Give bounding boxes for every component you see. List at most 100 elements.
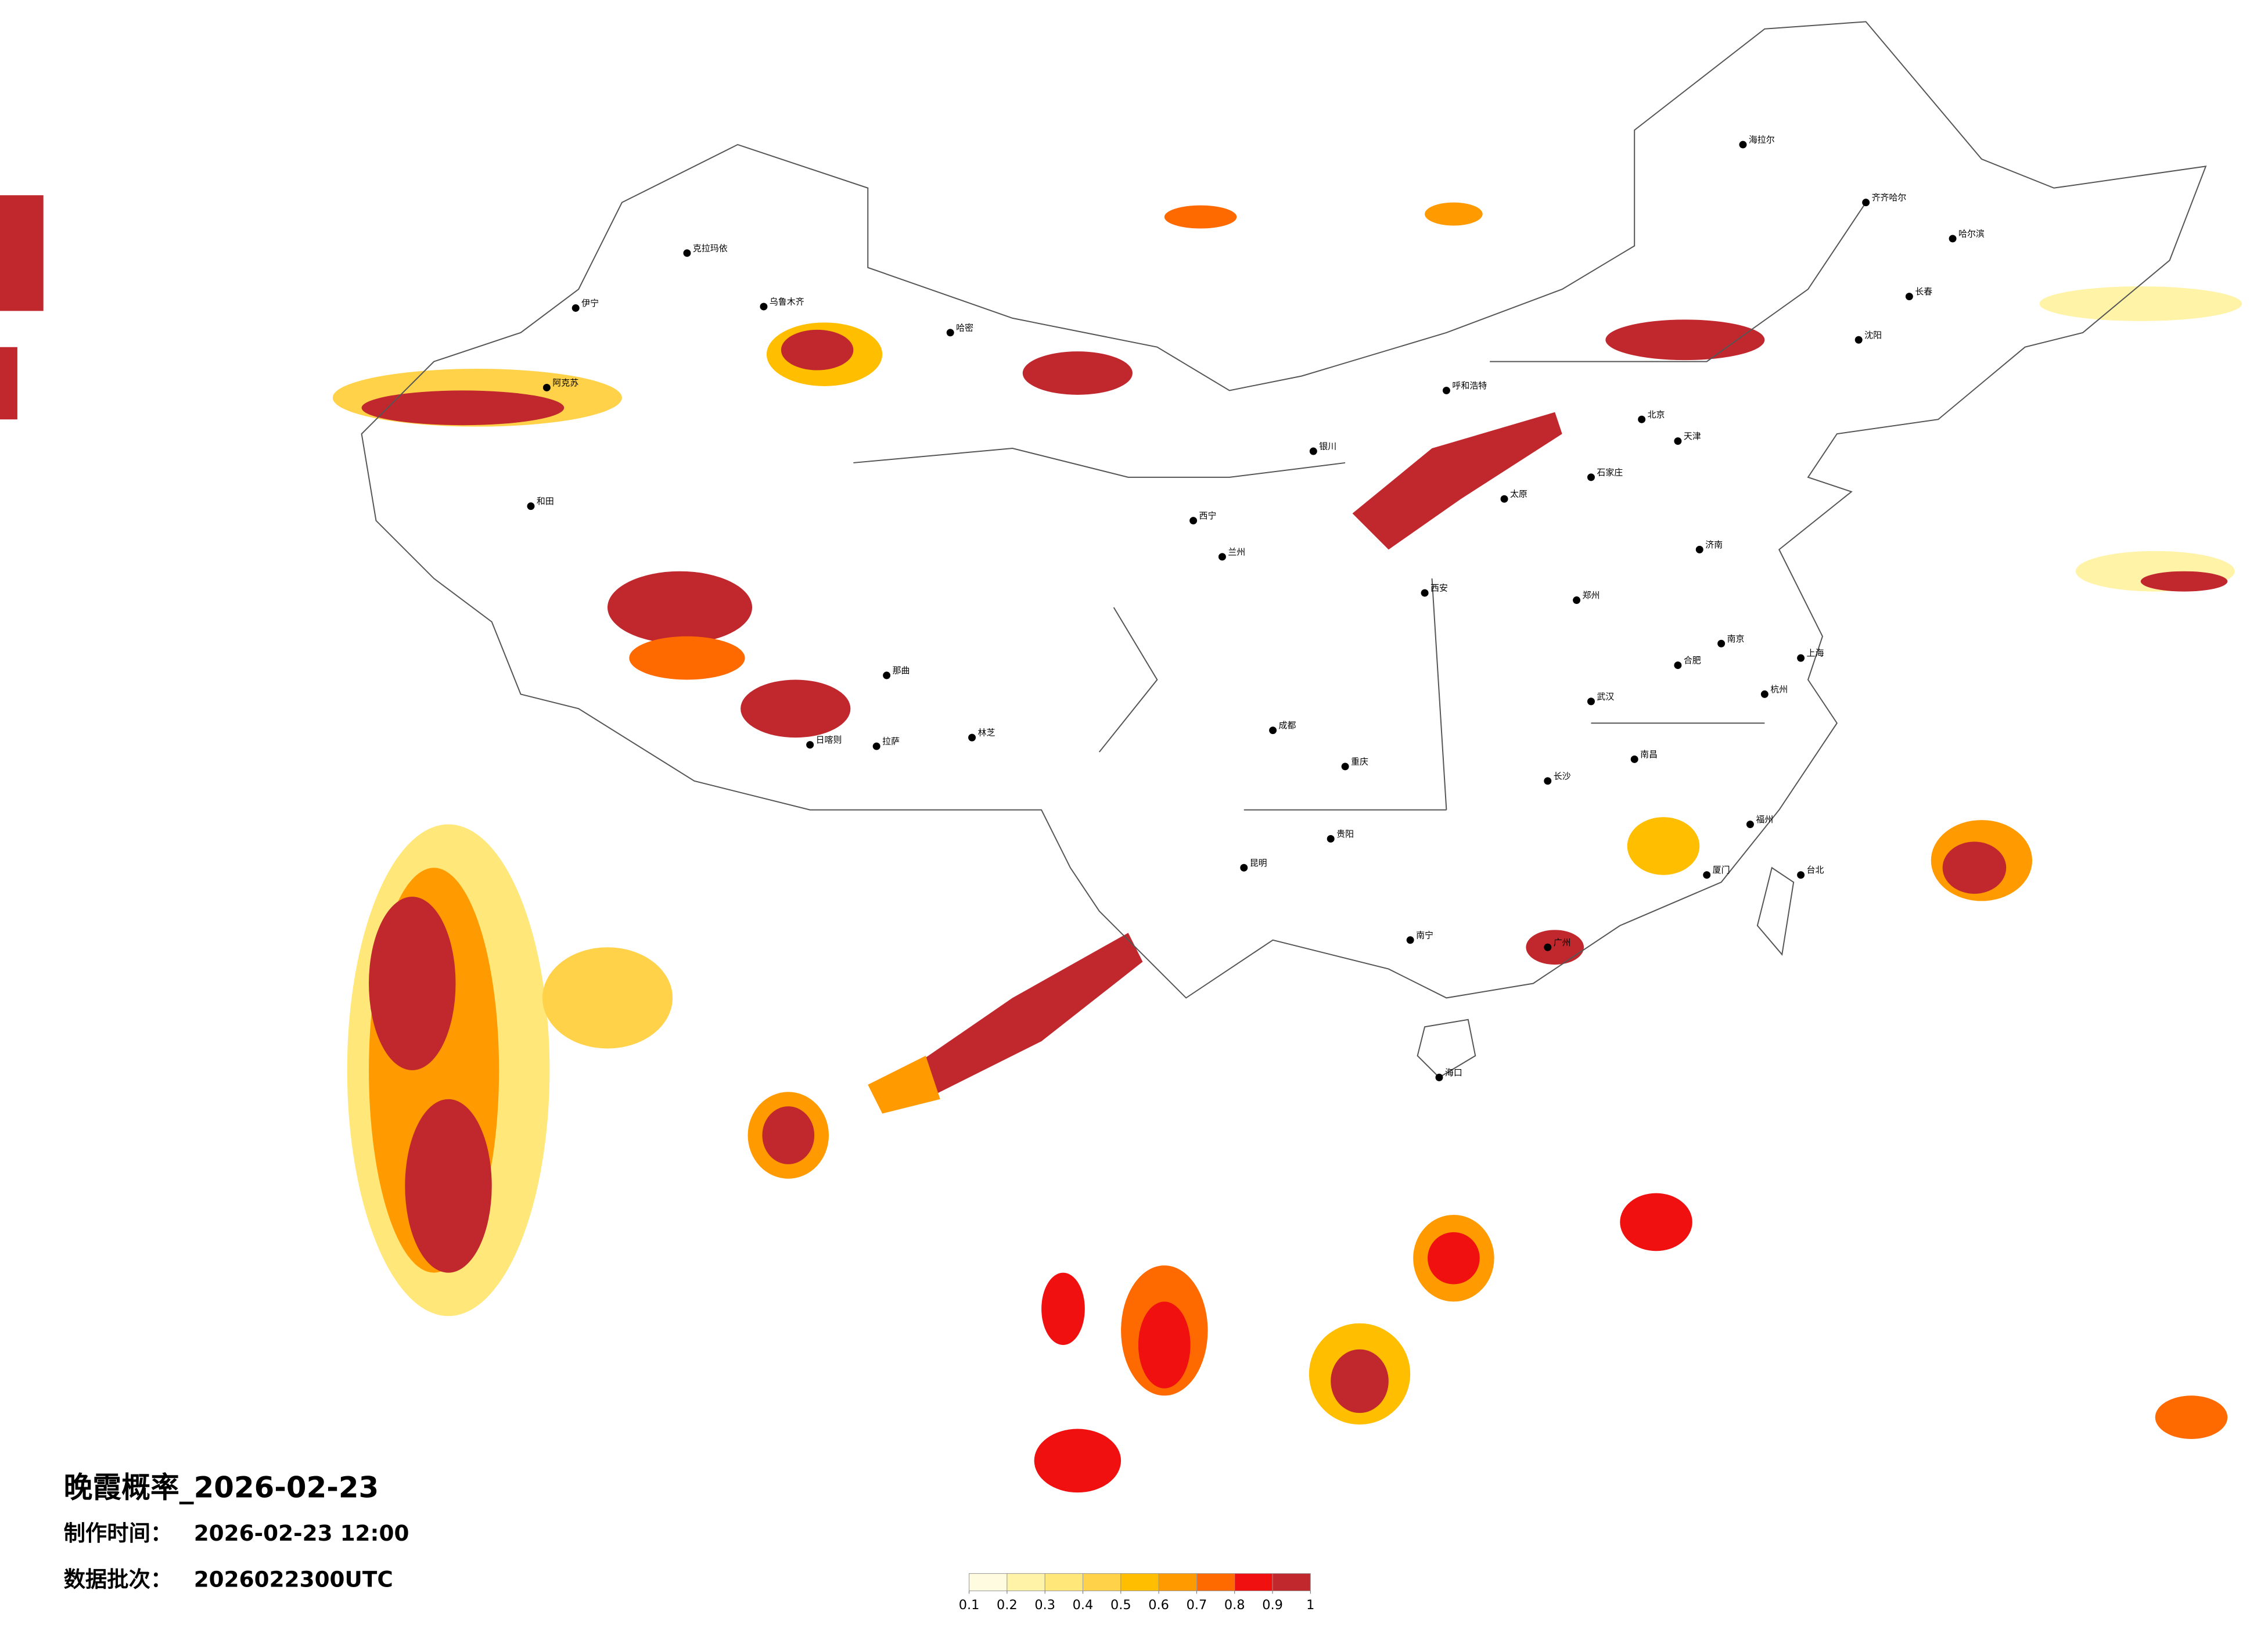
legend-tick-label: 0.8 bbox=[1224, 1598, 1245, 1613]
city-label: 台北 bbox=[1807, 865, 1824, 875]
city-label: 克拉玛依 bbox=[693, 243, 728, 253]
city-dot bbox=[1406, 936, 1414, 944]
city-label: 厦门 bbox=[1713, 865, 1730, 875]
city-label: 乌鲁木齐 bbox=[770, 297, 804, 307]
city-label: 银川 bbox=[1319, 441, 1336, 452]
city-dot bbox=[1544, 777, 1552, 785]
city-dot bbox=[1674, 661, 1682, 670]
probability-field bbox=[0, 195, 2242, 1493]
city-dot bbox=[760, 303, 768, 311]
city-dot bbox=[527, 502, 535, 510]
legend-swatch bbox=[969, 1573, 1008, 1591]
city-dot bbox=[1421, 589, 1429, 597]
city-label: 兰州 bbox=[1228, 546, 1245, 557]
borders bbox=[361, 21, 2207, 1078]
city-label: 海拉尔 bbox=[1749, 135, 1775, 145]
city-dot bbox=[1587, 473, 1595, 481]
city-dot bbox=[1797, 654, 1805, 662]
city-label: 沈阳 bbox=[1864, 330, 1882, 340]
legend-swatch bbox=[1007, 1573, 1045, 1591]
city-dot bbox=[1630, 756, 1638, 763]
city-dot bbox=[1189, 517, 1198, 525]
city-label: 石家庄 bbox=[1597, 467, 1623, 477]
legend-swatch bbox=[1158, 1573, 1197, 1591]
city-label: 哈尔滨 bbox=[1958, 228, 1985, 239]
legend-swatch bbox=[1044, 1573, 1084, 1591]
made-time-value: 2026-02-23 12:00 bbox=[194, 1520, 409, 1546]
city-label: 南昌 bbox=[1640, 749, 1658, 760]
city-label: 拉萨 bbox=[882, 736, 900, 747]
city-label: 南宁 bbox=[1416, 930, 1433, 940]
legend-tick-label: 0.5 bbox=[1110, 1598, 1131, 1613]
city-label: 贵阳 bbox=[1336, 829, 1354, 839]
city-label: 天津 bbox=[1684, 431, 1701, 441]
city-dot bbox=[1218, 553, 1226, 561]
batch-label: 数据批次： bbox=[64, 1567, 172, 1592]
city-dot bbox=[1341, 762, 1349, 771]
city-dot bbox=[683, 249, 691, 257]
city-label: 和田 bbox=[537, 496, 554, 506]
city-dot bbox=[1905, 293, 1913, 301]
city-dot bbox=[1949, 235, 1957, 243]
city-dot bbox=[1587, 697, 1595, 706]
city-dot bbox=[1544, 943, 1552, 951]
legend-tick-label: 0.7 bbox=[1187, 1598, 1207, 1613]
city-dot bbox=[1695, 545, 1703, 553]
city-dot bbox=[1573, 596, 1581, 605]
city-label: 西安 bbox=[1430, 583, 1448, 593]
city-dot bbox=[1746, 821, 1754, 829]
city-label: 合肥 bbox=[1684, 655, 1701, 665]
legend-tick-label: 0.2 bbox=[997, 1598, 1018, 1613]
city-label: 武汉 bbox=[1597, 691, 1614, 702]
legend-tick-label: 0.6 bbox=[1148, 1598, 1169, 1613]
legend-tick-label: 0.1 bbox=[959, 1598, 980, 1613]
legend-swatch bbox=[1272, 1573, 1311, 1591]
city-label: 齐齐哈尔 bbox=[1872, 192, 1907, 203]
city-label: 北京 bbox=[1648, 409, 1665, 420]
legend-swatch bbox=[1120, 1573, 1159, 1591]
city-dot bbox=[1739, 141, 1747, 149]
city-label: 海口 bbox=[1445, 1067, 1462, 1078]
city-label: 济南 bbox=[1705, 539, 1723, 550]
city-dot bbox=[1854, 336, 1863, 344]
city-dot bbox=[1797, 871, 1805, 879]
city-label: 长春 bbox=[1915, 286, 1932, 297]
city-dot bbox=[1638, 415, 1646, 423]
city-label: 昆明 bbox=[1250, 858, 1267, 868]
city-label: 郑州 bbox=[1583, 590, 1600, 600]
city-label: 太原 bbox=[1510, 489, 1527, 499]
city-dot bbox=[1500, 495, 1508, 503]
city-dot bbox=[883, 671, 891, 679]
city-dot bbox=[1674, 437, 1682, 445]
city-dot bbox=[1442, 386, 1450, 394]
legend-swatch bbox=[1234, 1573, 1273, 1591]
city-label: 广州 bbox=[1554, 937, 1571, 948]
city-label: 南京 bbox=[1727, 634, 1745, 644]
city-dot bbox=[872, 742, 880, 750]
city-dot bbox=[1760, 690, 1769, 698]
city-label: 重庆 bbox=[1351, 756, 1368, 767]
city-label: 杭州 bbox=[1770, 684, 1788, 695]
city-label: 哈密 bbox=[956, 322, 973, 333]
city-label: 伊宁 bbox=[581, 298, 599, 308]
city-label: 林芝 bbox=[978, 728, 995, 738]
city-dot bbox=[572, 304, 580, 312]
city-label: 阿克苏 bbox=[552, 377, 578, 388]
city-dot bbox=[542, 383, 551, 391]
city-dot bbox=[1435, 1073, 1443, 1081]
legend-tick-label: 0.3 bbox=[1034, 1598, 1055, 1613]
city-label: 呼和浩特 bbox=[1452, 380, 1487, 391]
city-label: 福州 bbox=[1756, 814, 1773, 825]
city-dot bbox=[1703, 871, 1711, 879]
city-dot bbox=[1269, 726, 1277, 735]
legend-swatch bbox=[1196, 1573, 1235, 1591]
city-label: 上海 bbox=[1807, 648, 1824, 659]
city-dot bbox=[806, 741, 814, 749]
legend-tick-label: 0.9 bbox=[1262, 1598, 1283, 1613]
map-title: 晚霞概率_2026-02-23 bbox=[64, 1471, 379, 1505]
city-dot bbox=[1309, 447, 1317, 455]
city-label: 西宁 bbox=[1199, 510, 1217, 521]
